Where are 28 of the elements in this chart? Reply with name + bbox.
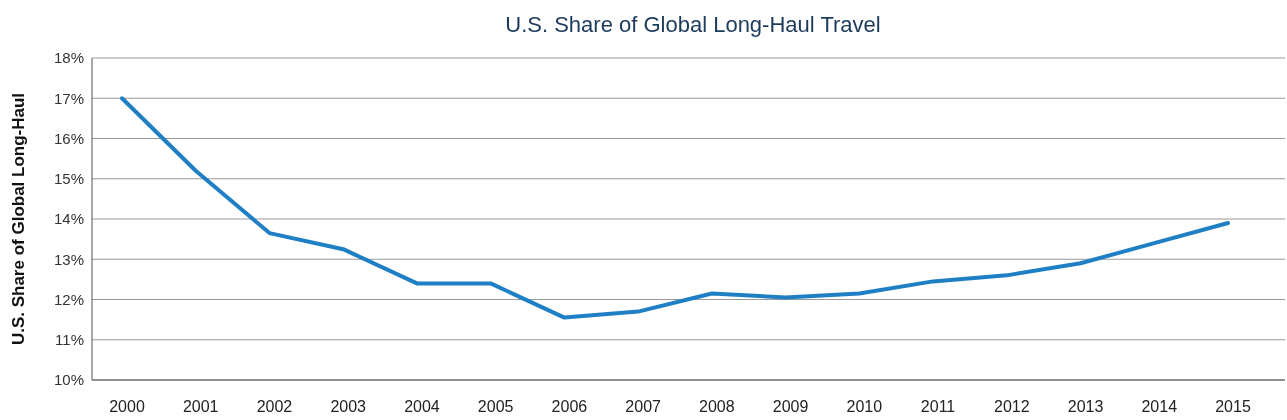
y-tick-label: 14% [53,210,84,228]
x-tick-label: 2015 [1215,398,1251,415]
y-tick-label: 15% [53,170,84,187]
x-tick-label: 2004 [404,398,440,415]
x-tick-label: 2011 [920,398,956,415]
chart-title: U.S. Share of Global Long-Haul Travel [505,12,881,37]
x-tick-label: 2009 [772,398,809,415]
x-tick-label: 2003 [330,398,367,415]
y-tick-label: 16% [53,129,84,147]
y-tick-label: 17% [53,89,84,107]
y-axis-title: U.S. Share of Global Long-Haul [9,92,28,346]
x-tick-label: 2012 [994,398,1030,415]
x-tick-label: 2008 [699,398,735,415]
x-tick-label: 2010 [846,398,883,415]
y-tick-label: 10% [53,371,84,389]
y-tick-label: 18% [53,49,84,67]
x-tick-label: 2007 [625,398,662,415]
x-tick-label: 2013 [1067,398,1104,415]
x-tick-label: 2006 [551,398,588,415]
y-tick-label: 13% [53,250,84,268]
x-tick-label: 2000 [109,398,145,415]
x-tick-label: 2001 [182,398,219,415]
line-series [120,96,1230,320]
x-tick-label: 2014 [1141,398,1178,415]
y-tick-label: 11% [55,331,84,348]
x-tick-label: 2002 [256,398,293,415]
x-tick-label: 2005 [477,398,514,415]
y-tick-label: 12% [53,290,84,308]
